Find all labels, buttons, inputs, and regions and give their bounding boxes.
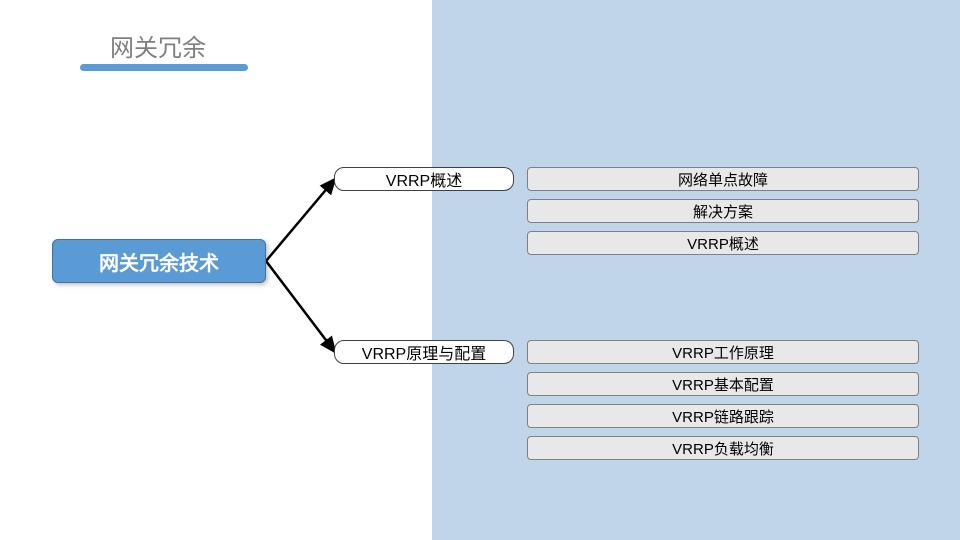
tree-leaf-node: VRRP链路跟踪: [527, 404, 919, 428]
tree-root: 网关冗余技术: [52, 239, 266, 283]
tree-leaf-node: VRRP负载均衡: [527, 436, 919, 460]
tree-leaf-node: VRRP基本配置: [527, 372, 919, 396]
title-underline: [80, 64, 248, 71]
tree-leaf-node: 解决方案: [527, 199, 919, 223]
tree-root-label: 网关冗余技术: [99, 247, 219, 276]
tree-leaf-label: 解决方案: [693, 201, 753, 222]
tree-leaf-node: VRRP工作原理: [527, 340, 919, 364]
tree-mid-node: VRRP原理与配置: [334, 340, 514, 364]
tree-mid-label: VRRP概述: [386, 167, 462, 191]
tree-leaf-node: VRRP概述: [527, 231, 919, 255]
tree-mid-node: VRRP概述: [334, 167, 514, 191]
tree-leaf-label: VRRP基本配置: [672, 374, 774, 395]
tree-leaf-label: VRRP负载均衡: [672, 438, 774, 459]
tree-leaf-label: VRRP工作原理: [672, 342, 774, 363]
tree-leaf-label: VRRP链路跟踪: [672, 406, 774, 427]
tree-leaf-node: 网络单点故障: [527, 167, 919, 191]
tree-leaf-label: 网络单点故障: [678, 169, 768, 190]
tree-leaf-label: VRRP概述: [687, 233, 759, 254]
tree-mid-label: VRRP原理与配置: [362, 340, 486, 364]
page-title: 网关冗余: [110, 28, 206, 63]
